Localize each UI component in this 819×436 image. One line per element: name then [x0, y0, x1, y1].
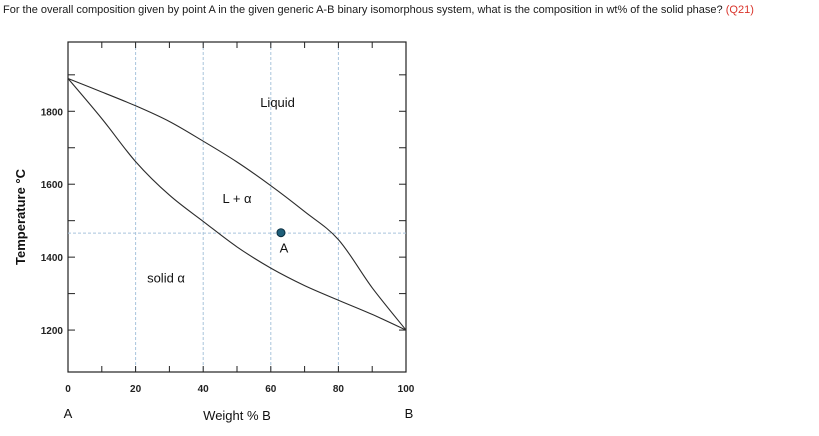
component-label-a: A — [64, 406, 73, 421]
point-marker — [276, 228, 286, 238]
x-tick-label: 40 — [198, 384, 210, 395]
grid-lines — [68, 42, 406, 372]
plot-frame — [67, 41, 407, 373]
region-labels: Liquid L + α solid α — [147, 95, 295, 286]
x-tick-label: 60 — [265, 384, 277, 395]
question-body: For the overall composition given by poi… — [3, 4, 723, 16]
region-label: solid α — [147, 271, 185, 286]
question-text: For the overall composition given by poi… — [3, 4, 754, 16]
y-tick-label: 1600 — [41, 180, 64, 191]
y-tick-label: 1200 — [41, 326, 64, 337]
component-label-b: B — [405, 406, 414, 421]
axis-text: 1200 1400 1600 1800 0 20 40 60 80 100 A B Weight % B… — [13, 107, 415, 423]
y-axis-title: Temperature °C — [13, 168, 28, 265]
x-axis-title: Weight % B — [203, 408, 271, 423]
y-tick-label: 1800 — [41, 107, 64, 118]
liquidus-curve — [67, 77, 407, 331]
y-tick-label: 1400 — [41, 253, 64, 264]
x-tick-label: 0 — [65, 384, 71, 395]
solidus-curve — [67, 78, 407, 331]
x-tick-label: 20 — [130, 384, 142, 395]
x-tick-label: 80 — [333, 384, 345, 395]
point-label: A — [280, 241, 289, 256]
x-tick-label: 100 — [398, 384, 415, 395]
question-reference: (Q21) — [725, 4, 754, 16]
region-label: Liquid — [260, 95, 295, 110]
region-label: L + α — [222, 191, 252, 206]
composition-point: A — [276, 228, 289, 256]
axis-ticks — [67, 42, 407, 372]
phase-boundaries — [67, 77, 407, 331]
